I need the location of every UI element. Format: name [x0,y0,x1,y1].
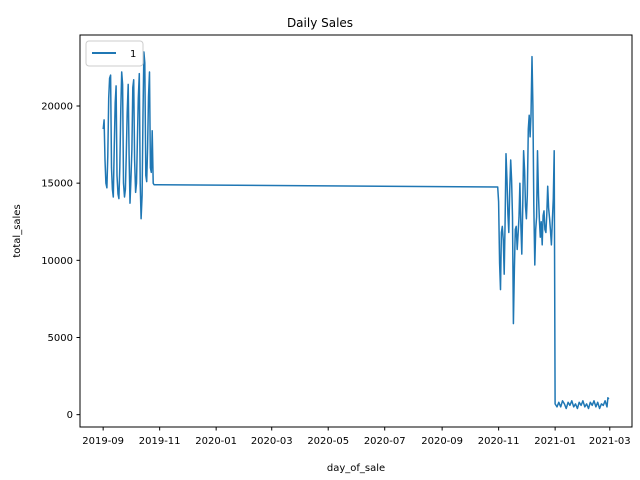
x-tick-label: 2021-03 [589,436,631,447]
y-tick-label: 0 [67,410,73,421]
chart-title: Daily Sales [287,16,353,30]
x-tick-label: 2020-05 [307,436,349,447]
y-axis-ticks: 0 5000 10000 15000 20000 [41,101,80,421]
x-axis-ticks: 2019-09 2019-11 2020-01 2020-03 2020-05 2020-… [82,427,631,447]
x-tick-label: 2020-03 [251,436,293,447]
x-tick-label: 2021-01 [534,436,576,447]
x-tick-label: 2020-09 [421,436,463,447]
y-tick-label: 10000 [41,256,73,267]
x-tick-label: 2019-09 [82,436,124,447]
series-layer [102,51,610,410]
plot-frame [79,34,633,428]
x-tick-label: 2019-11 [139,436,181,447]
y-tick-label: 5000 [48,333,73,344]
legend-entry-label: 1 [130,49,136,60]
x-tick-label: 2020-07 [364,436,406,447]
x-tick-label: 2020-11 [478,436,520,447]
y-axis-label: total_sales [12,204,23,257]
series-line-1 [102,51,610,410]
x-axis-label: day_of_sale [327,463,385,474]
legend: 1 [85,40,144,67]
x-tick-label: 2020-01 [195,436,237,447]
y-tick-label: 15000 [41,179,73,190]
y-tick-label: 20000 [41,101,73,112]
